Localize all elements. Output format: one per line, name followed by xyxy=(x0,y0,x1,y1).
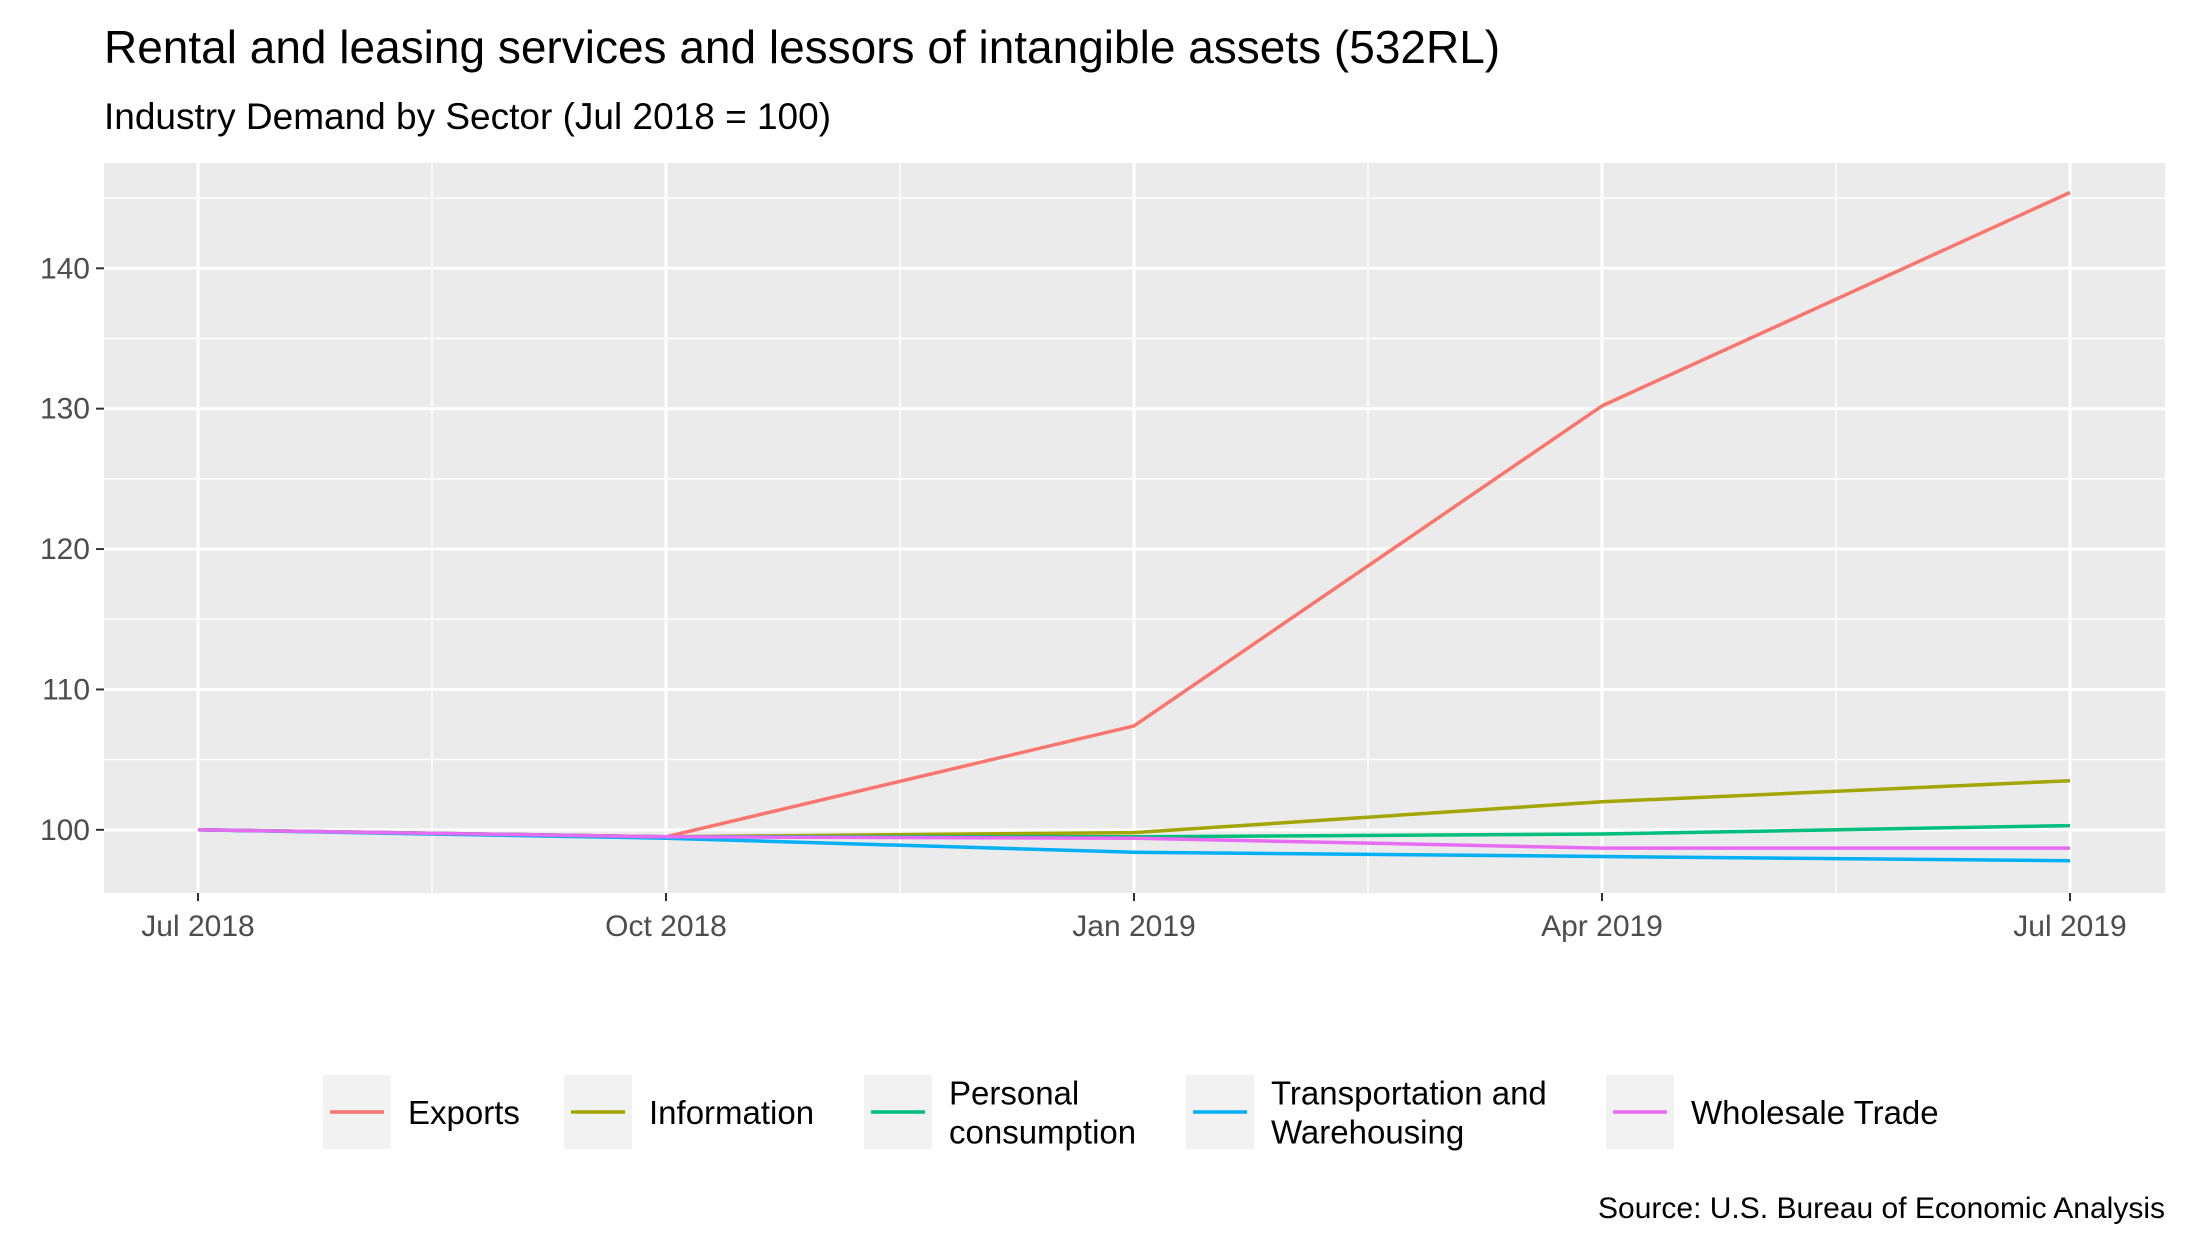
legend-item-personal-consumption: Personal consumption xyxy=(864,1075,1136,1151)
y-tick-label-0: 100 xyxy=(40,814,90,847)
x-tick-label-1: Oct 2018 xyxy=(605,910,727,943)
legend-label-exports: Exports xyxy=(408,1094,520,1131)
legend-label-transportation-and-warehousing: Transportation and Warehousing xyxy=(1271,1075,1547,1151)
legend-item-exports: Exports xyxy=(323,1075,520,1149)
y-tick-label-1: 110 xyxy=(42,673,90,706)
x-tick-label-4: Jul 2019 xyxy=(2013,910,2126,943)
series-line-wholesale-trade xyxy=(197,828,2070,850)
y-tick-label-2: 120 xyxy=(40,533,90,566)
y-tick-label-3: 130 xyxy=(40,393,90,426)
x-tick-label-3: Apr 2019 xyxy=(1541,910,1663,943)
y-tick-label-4: 140 xyxy=(40,252,90,285)
series-lines xyxy=(197,190,2071,863)
legend-item-transportation-and-warehousing: Transportation and Warehousing xyxy=(1186,1075,1547,1151)
x-axis: Jul 2018 Oct 2018 Jan 2019 Apr 2019 Jul 2019 xyxy=(141,893,2127,943)
x-tick-label-2: Jan 2019 xyxy=(1072,910,1195,943)
legend-item-wholesale-trade: Wholesale Trade xyxy=(1606,1075,1939,1149)
chart-subtitle: Industry Demand by Sector (Jul 2018 = 10… xyxy=(104,96,831,137)
legend: Exports Information Personal consumption Tra… xyxy=(323,1075,1939,1151)
legend-item-information: Information xyxy=(564,1075,814,1149)
x-tick-label-0: Jul 2018 xyxy=(141,910,254,943)
legend-label-information: Information xyxy=(649,1094,814,1131)
y-axis: 100 110 120 130 140 xyxy=(40,252,104,847)
legend-label-personal-consumption: Personal consumption xyxy=(949,1075,1136,1151)
chart-caption: Source: U.S. Bureau of Economic Analysis xyxy=(1598,1192,2165,1225)
chart-title: Rental and leasing services and lessors … xyxy=(104,21,1500,73)
legend-label-wholesale-trade: Wholesale Trade xyxy=(1691,1094,1939,1131)
